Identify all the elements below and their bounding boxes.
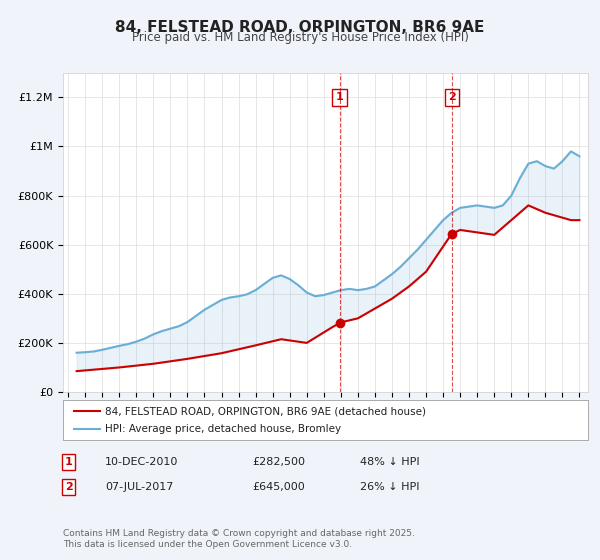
Text: 1: 1 — [336, 92, 344, 102]
Text: 2: 2 — [65, 482, 73, 492]
Text: £282,500: £282,500 — [252, 457, 305, 467]
Text: 84, FELSTEAD ROAD, ORPINGTON, BR6 9AE (detached house): 84, FELSTEAD ROAD, ORPINGTON, BR6 9AE (d… — [105, 407, 426, 417]
Text: 10-DEC-2010: 10-DEC-2010 — [105, 457, 178, 467]
Text: 2: 2 — [448, 92, 455, 102]
Text: 1: 1 — [65, 457, 73, 467]
Text: £645,000: £645,000 — [252, 482, 305, 492]
Text: Price paid vs. HM Land Registry's House Price Index (HPI): Price paid vs. HM Land Registry's House … — [131, 31, 469, 44]
Text: 26% ↓ HPI: 26% ↓ HPI — [360, 482, 419, 492]
Text: HPI: Average price, detached house, Bromley: HPI: Average price, detached house, Brom… — [105, 423, 341, 433]
Text: Contains HM Land Registry data © Crown copyright and database right 2025.
This d: Contains HM Land Registry data © Crown c… — [63, 529, 415, 549]
Text: 84, FELSTEAD ROAD, ORPINGTON, BR6 9AE: 84, FELSTEAD ROAD, ORPINGTON, BR6 9AE — [115, 20, 485, 35]
Text: 48% ↓ HPI: 48% ↓ HPI — [360, 457, 419, 467]
Text: 07-JUL-2017: 07-JUL-2017 — [105, 482, 173, 492]
